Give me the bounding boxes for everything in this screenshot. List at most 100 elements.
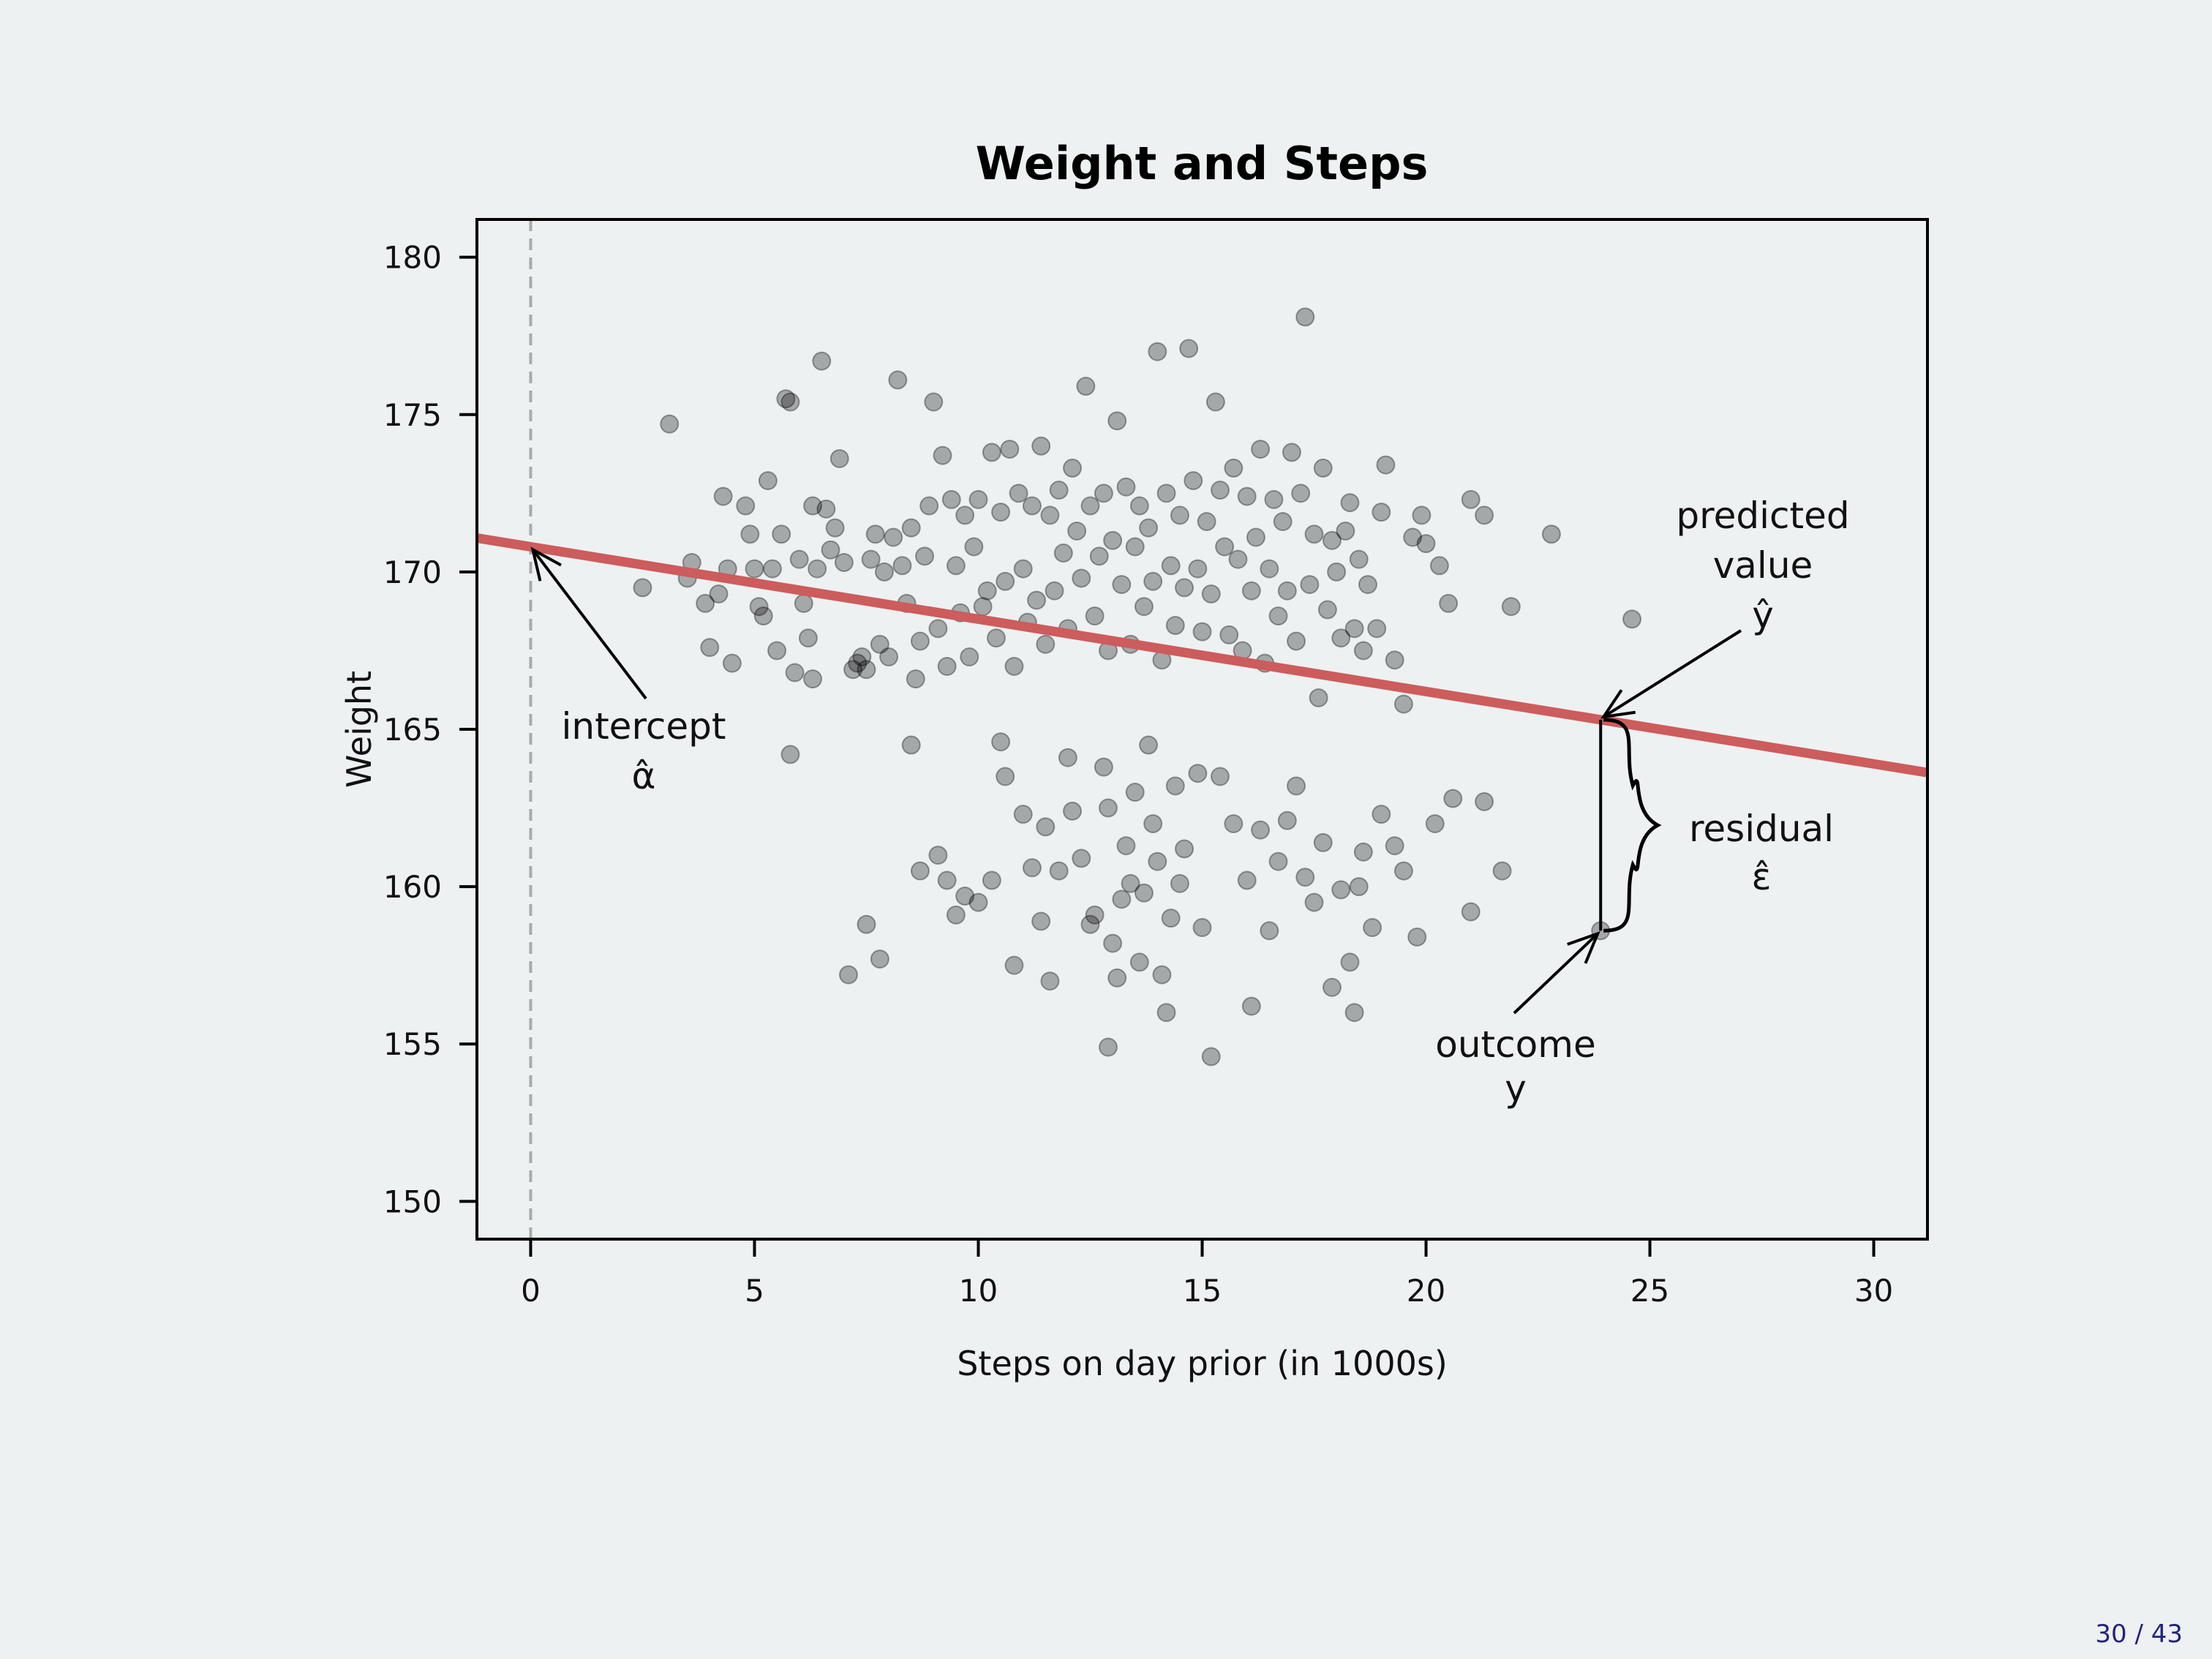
annotation-intercept-line-1: intercept bbox=[562, 705, 726, 748]
data-point bbox=[1085, 606, 1105, 626]
data-point bbox=[1076, 377, 1096, 396]
y-tick-label: 175 bbox=[383, 397, 442, 433]
data-point bbox=[1210, 767, 1230, 786]
data-point bbox=[1461, 902, 1481, 922]
x-tick-label: 0 bbox=[521, 1273, 541, 1309]
data-point bbox=[1072, 568, 1091, 588]
data-point bbox=[1291, 484, 1311, 503]
data-point bbox=[1170, 505, 1189, 525]
data-point bbox=[1331, 628, 1351, 648]
data-point bbox=[1300, 575, 1320, 595]
data-point bbox=[1331, 880, 1351, 900]
data-point bbox=[713, 486, 733, 506]
data-point bbox=[1241, 581, 1261, 601]
data-point bbox=[1134, 883, 1154, 903]
data-point bbox=[1541, 524, 1561, 544]
data-point bbox=[1322, 977, 1342, 997]
data-point bbox=[919, 496, 939, 516]
data-point bbox=[1004, 656, 1024, 676]
data-point bbox=[857, 914, 876, 934]
data-point bbox=[700, 638, 720, 658]
data-point bbox=[1027, 590, 1047, 610]
data-point bbox=[1175, 578, 1195, 598]
data-point bbox=[1260, 921, 1279, 941]
data-point bbox=[1304, 524, 1324, 544]
data-point bbox=[1063, 458, 1083, 478]
data-point bbox=[968, 892, 988, 912]
data-point bbox=[1241, 996, 1261, 1016]
data-point bbox=[1492, 861, 1512, 881]
y-tick-label: 160 bbox=[383, 869, 442, 905]
data-point bbox=[1349, 549, 1369, 569]
data-point bbox=[879, 647, 899, 667]
data-point bbox=[740, 524, 760, 544]
data-point bbox=[1363, 918, 1382, 938]
data-point bbox=[1295, 868, 1315, 887]
data-point bbox=[928, 619, 948, 639]
data-point bbox=[1340, 952, 1360, 972]
data-point bbox=[1475, 791, 1494, 811]
data-point bbox=[924, 392, 944, 412]
data-point bbox=[1304, 892, 1324, 912]
data-point bbox=[848, 653, 868, 673]
data-point bbox=[1143, 814, 1163, 834]
x-tick-label: 15 bbox=[1183, 1273, 1222, 1309]
data-point bbox=[968, 489, 988, 509]
annotation-intercept-line-2: α̂ bbox=[632, 755, 656, 797]
data-point bbox=[825, 518, 845, 538]
data-point bbox=[780, 392, 800, 412]
data-point bbox=[1219, 625, 1239, 644]
data-point bbox=[1188, 764, 1208, 783]
data-point bbox=[633, 578, 652, 598]
data-point bbox=[991, 732, 1011, 752]
data-point bbox=[1393, 694, 1413, 714]
data-point bbox=[1004, 955, 1024, 975]
data-point bbox=[1277, 581, 1297, 601]
data-point bbox=[928, 846, 948, 865]
data-point bbox=[933, 445, 952, 465]
x-tick-label: 25 bbox=[1630, 1273, 1669, 1309]
data-point bbox=[1385, 650, 1404, 670]
data-point bbox=[798, 628, 818, 648]
data-point bbox=[955, 887, 975, 906]
data-point bbox=[1622, 609, 1642, 629]
data-point bbox=[821, 540, 840, 560]
data-point bbox=[1045, 581, 1064, 601]
data-point bbox=[1322, 530, 1342, 550]
data-point bbox=[960, 647, 979, 667]
data-point bbox=[1403, 527, 1423, 547]
data-point bbox=[1094, 484, 1113, 503]
data-point bbox=[660, 414, 680, 434]
data-point bbox=[973, 597, 993, 617]
regression-line bbox=[477, 533, 1927, 778]
x-axis-label: Steps on day prior (in 1000s) bbox=[957, 1344, 1448, 1383]
data-point bbox=[1179, 339, 1199, 358]
data-point bbox=[1327, 562, 1347, 582]
y-tick-label: 180 bbox=[383, 240, 442, 276]
data-point bbox=[1385, 836, 1404, 856]
data-point bbox=[1425, 814, 1445, 834]
data-point bbox=[1224, 458, 1244, 478]
data-point bbox=[852, 647, 872, 667]
data-point bbox=[1049, 481, 1069, 500]
data-point bbox=[1184, 471, 1203, 491]
data-point bbox=[996, 767, 1015, 786]
data-point bbox=[1287, 631, 1306, 651]
data-point bbox=[1201, 1047, 1221, 1066]
data-point bbox=[1129, 496, 1149, 516]
data-point bbox=[1393, 861, 1413, 881]
data-point bbox=[982, 443, 1001, 462]
data-point bbox=[1116, 477, 1136, 497]
data-point bbox=[1358, 575, 1377, 595]
data-point bbox=[1013, 559, 1033, 579]
data-point bbox=[1053, 543, 1073, 563]
data-point bbox=[870, 949, 889, 969]
data-point bbox=[1161, 908, 1181, 928]
data-point bbox=[1353, 842, 1373, 862]
x-tick-label: 20 bbox=[1407, 1273, 1445, 1309]
axes-layer: 0 5 10 15 20 25 30 150 155 160 165 170 175 180 bbox=[383, 240, 1893, 1309]
data-point bbox=[1412, 505, 1432, 525]
data-point bbox=[1143, 571, 1163, 591]
data-point bbox=[1205, 392, 1225, 412]
outcome-arrow bbox=[1513, 932, 1599, 1015]
